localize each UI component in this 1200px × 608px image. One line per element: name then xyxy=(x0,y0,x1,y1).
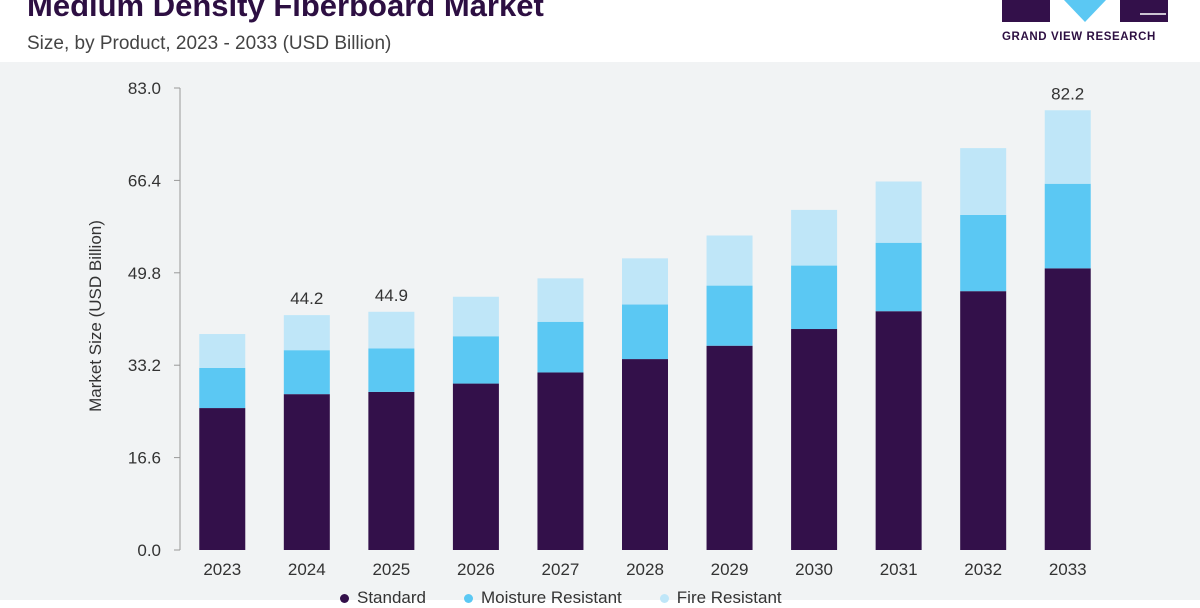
bar-moisture-resistant-2030 xyxy=(791,265,838,330)
x-tick-label-2028: 2028 xyxy=(626,560,664,579)
axis-layer: 2023 2024 2025 2026 2027 2028 2029 2030 2031 2032… xyxy=(128,79,1087,579)
x-tick-label-2033: 2033 xyxy=(1049,560,1087,579)
y-tick-label-49-8: 49.8 xyxy=(128,264,161,283)
legend-label-standard: Standard xyxy=(357,588,426,607)
x-tick-label-2032: 2032 xyxy=(964,560,1002,579)
bar-fire-resistant-2023 xyxy=(199,334,246,368)
bar-fire-resistant-2031 xyxy=(875,181,922,243)
x-tick-label-2031: 2031 xyxy=(880,560,918,579)
chart-subtitle: Size, by Product, 2023 - 2033 (USD Billi… xyxy=(27,33,392,54)
bar-moisture-resistant-2033 xyxy=(1044,183,1091,269)
bar-fire-resistant-2032 xyxy=(960,148,1007,215)
bar-standard-2029 xyxy=(706,345,753,550)
bar-fire-resistant-2028 xyxy=(622,258,668,305)
x-tick-label-2029: 2029 xyxy=(711,560,749,579)
legend-swatch-standard xyxy=(340,593,349,603)
y-axis-title: Market Size (USD Billion) xyxy=(86,220,105,412)
data-label-2024: 44.2 xyxy=(290,289,323,308)
bar-moisture-resistant-2025 xyxy=(368,348,415,392)
y-tick-label-66-4: 66.4 xyxy=(128,171,161,190)
bar-moisture-resistant-2024 xyxy=(283,350,330,395)
bar-moisture-resistant-2031 xyxy=(875,242,922,312)
x-tick-label-2026: 2026 xyxy=(457,560,495,579)
legend-label-fire-resistant: Fire Resistant xyxy=(676,588,782,607)
bar-fire-resistant-2027 xyxy=(537,278,584,322)
x-tick-label-2023: 2023 xyxy=(203,560,241,579)
x-tick-label-2027: 2027 xyxy=(542,560,580,579)
bar-standard-2033 xyxy=(1044,268,1091,550)
legend-item-moisture-resistant: Moisture Resistant xyxy=(464,588,622,608)
x-tick-label-2030: 2030 xyxy=(795,560,833,579)
bar-standard-2031 xyxy=(875,311,922,550)
bar-moisture-resistant-2029 xyxy=(706,285,753,346)
legend: Standard Moisture Resistant Fire Resista… xyxy=(340,588,782,608)
bar-standard-2028 xyxy=(622,359,668,550)
legend-item-standard: Standard xyxy=(340,588,426,608)
bar-standard-2025 xyxy=(368,391,415,550)
bar-moisture-resistant-2032 xyxy=(960,214,1007,292)
bar-fire-resistant-2030 xyxy=(791,209,838,266)
legend-item-fire-resistant: Fire Resistant xyxy=(659,588,782,608)
legend-swatch-moisture-resistant xyxy=(464,593,473,603)
y-tick-label-0-0: 0.0 xyxy=(137,541,161,560)
bar-moisture-resistant-2026 xyxy=(452,336,499,384)
bar-fire-resistant-2029 xyxy=(706,235,753,286)
bar-fire-resistant-2033 xyxy=(1044,110,1091,184)
y-tick-label-83-0: 83.0 xyxy=(128,79,161,98)
legend-label-moisture-resistant: Moisture Resistant xyxy=(481,588,622,607)
logo-text: GRAND VIEW RESEARCH xyxy=(1002,31,1156,43)
data-label-2025: 44.9 xyxy=(375,286,408,305)
bar-standard-2030 xyxy=(791,329,838,550)
data-label-2033: 82.2 xyxy=(1051,84,1084,103)
bar-standard-2026 xyxy=(452,383,499,550)
bar-standard-2023 xyxy=(199,408,246,550)
grand-view-research-logo xyxy=(1002,0,1168,22)
x-tick-label-2025: 2025 xyxy=(372,560,410,579)
bar-moisture-resistant-2027 xyxy=(537,321,584,373)
legend-swatch-fire-resistant xyxy=(659,593,669,603)
bars-layer xyxy=(199,110,1091,550)
y-tick-label-16-6: 16.6 xyxy=(128,449,161,468)
bar-standard-2032 xyxy=(960,291,1007,550)
bar-standard-2024 xyxy=(283,394,330,550)
bar-moisture-resistant-2023 xyxy=(199,367,246,409)
bar-fire-resistant-2026 xyxy=(452,296,499,337)
chart-title: Medium Density Fiberboard Market xyxy=(27,0,544,23)
bar-fire-resistant-2025 xyxy=(368,311,415,349)
x-tick-label-2024: 2024 xyxy=(288,560,326,579)
bar-standard-2027 xyxy=(537,372,584,550)
bar-moisture-resistant-2028 xyxy=(622,304,668,360)
header-band: Medium Density Fiberboard Market Size, b… xyxy=(0,0,1200,62)
y-tick-label-33-2: 33.2 xyxy=(128,356,161,375)
bar-fire-resistant-2024 xyxy=(283,315,330,351)
